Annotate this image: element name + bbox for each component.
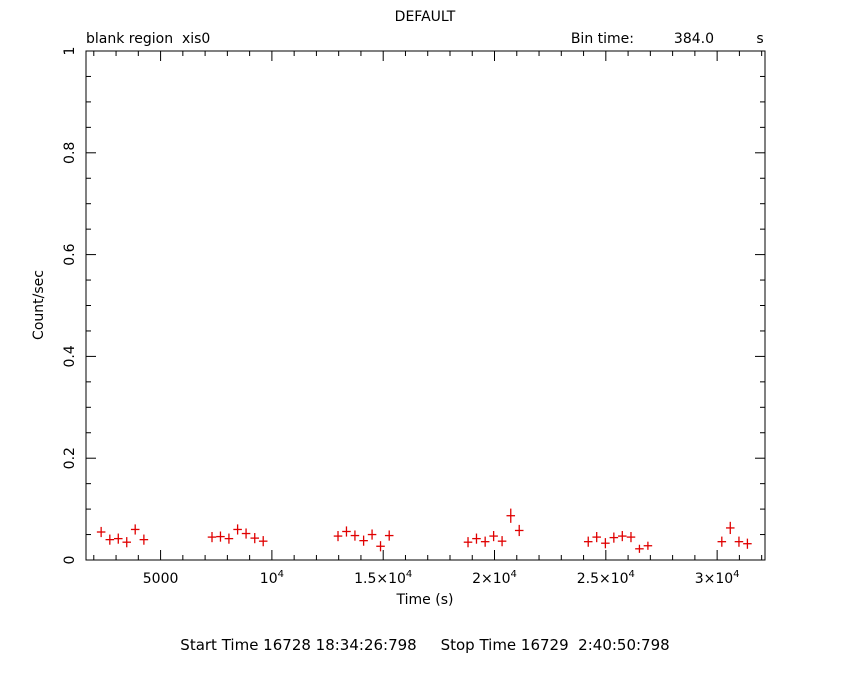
bin-time-label: Bin time: xyxy=(571,31,634,47)
data-point xyxy=(105,534,115,545)
data-point xyxy=(480,536,490,547)
chart-title: DEFAULT xyxy=(395,9,456,25)
data-point xyxy=(359,535,368,546)
data-point xyxy=(635,544,644,553)
data-point xyxy=(384,530,394,541)
data-point xyxy=(609,532,619,543)
region-label: blank region xis0 xyxy=(86,31,210,47)
y-tick-label: 0.8 xyxy=(62,142,78,164)
data-points xyxy=(96,508,752,553)
data-point xyxy=(506,508,516,523)
data-point xyxy=(130,524,140,535)
x-tick-label: 3×104 xyxy=(695,569,740,587)
data-point xyxy=(122,537,132,548)
x-tick-label: 2.5×104 xyxy=(577,569,635,587)
data-point xyxy=(725,521,735,535)
start-time-text: Start Time 16728 18:34:26:798 xyxy=(180,636,417,654)
x-axis-label: Time (s) xyxy=(396,592,454,608)
data-point xyxy=(224,533,234,544)
data-point xyxy=(489,530,498,542)
y-tick-label: 0 xyxy=(62,556,78,565)
y-tick-label: 0.2 xyxy=(62,447,78,469)
data-point xyxy=(207,532,217,543)
y-tick-label: 1 xyxy=(62,47,78,56)
data-point xyxy=(241,528,251,539)
data-point xyxy=(216,531,225,542)
data-point xyxy=(618,530,627,542)
data-point xyxy=(367,529,377,540)
data-point xyxy=(96,526,106,538)
x-tick-labels: 5000 104 1.5×104 2×104 2.5×104 3×104 xyxy=(143,569,740,587)
data-point xyxy=(601,538,610,549)
data-point xyxy=(350,530,360,541)
x-tick-label: 2×104 xyxy=(472,569,517,587)
data-point xyxy=(592,532,601,543)
data-point xyxy=(258,536,268,547)
data-point xyxy=(583,536,593,547)
data-point xyxy=(514,524,524,537)
axis-ticks xyxy=(86,50,765,561)
data-point xyxy=(233,524,242,535)
stop-time-text: Stop Time 16729 2:40:50:798 xyxy=(440,636,670,654)
data-point xyxy=(376,541,385,552)
data-point xyxy=(626,532,636,543)
y-tick-label: 0.4 xyxy=(62,345,78,367)
plot-frame xyxy=(85,50,766,561)
x-tick-label: 104 xyxy=(260,569,284,587)
data-point xyxy=(472,533,481,544)
data-point xyxy=(114,533,123,544)
data-point xyxy=(250,533,260,544)
data-point xyxy=(643,541,653,550)
bin-time-value: 384.0 xyxy=(674,31,714,47)
data-point xyxy=(333,530,343,542)
x-tick-label: 5000 xyxy=(143,571,179,587)
y-tick-label: 0.6 xyxy=(62,243,78,265)
data-point xyxy=(734,536,744,547)
data-point xyxy=(463,537,473,548)
x-tick-label: 1.5×104 xyxy=(354,569,412,587)
data-point xyxy=(342,526,351,537)
data-point xyxy=(743,538,752,549)
y-axis-label: Count/sec xyxy=(31,270,47,340)
bin-time-unit: s xyxy=(756,31,763,47)
time-range-footer: Start Time 16728 18:34:26:798 Stop Time … xyxy=(0,636,850,654)
data-point xyxy=(139,534,149,545)
data-point xyxy=(497,536,507,547)
y-tick-labels: 0 0.2 0.4 0.6 0.8 1 xyxy=(62,47,78,565)
data-point xyxy=(717,536,727,547)
